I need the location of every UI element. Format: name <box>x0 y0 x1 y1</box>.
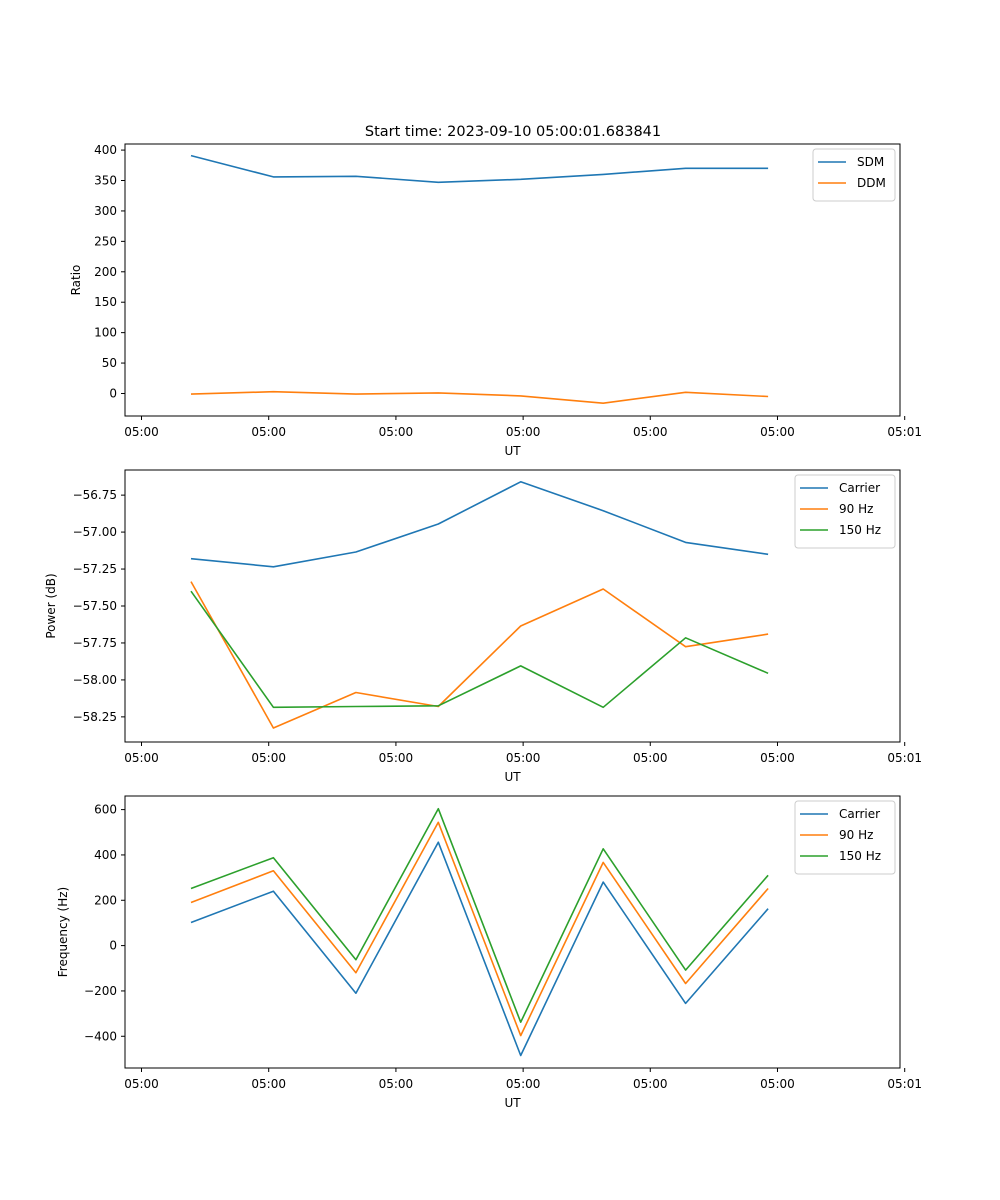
x-tick-label: 05:00 <box>760 1077 795 1091</box>
y-axis-label: Power (dB) <box>44 573 58 638</box>
legend-label: 150 Hz <box>839 849 881 863</box>
x-tick-label: 05:00 <box>251 425 286 439</box>
x-tick-label: 05:01 <box>887 1077 922 1091</box>
y-tick-label: −200 <box>84 984 117 998</box>
x-tick-label: 05:01 <box>887 751 922 765</box>
y-tick-label: 250 <box>94 234 117 248</box>
y-axis-label: Frequency (Hz) <box>56 887 70 978</box>
y-axis-label: Ratio <box>69 265 83 296</box>
legend-label: Carrier <box>839 807 880 821</box>
x-tick-label: 05:01 <box>887 425 922 439</box>
figure-title: Start time: 2023-09-10 05:00:01.683841 <box>365 124 661 140</box>
x-axis-label: UT <box>504 770 521 784</box>
y-tick-label: −400 <box>84 1029 117 1043</box>
legend-label: DDM <box>857 176 886 190</box>
x-tick-label: 05:00 <box>506 751 541 765</box>
y-tick-label: 0 <box>109 939 117 953</box>
y-tick-label: 150 <box>94 295 117 309</box>
y-tick-label: −58.00 <box>73 673 117 687</box>
y-tick-label: 0 <box>109 386 117 400</box>
y-tick-label: −57.75 <box>73 636 117 650</box>
y-tick-label: 200 <box>94 893 117 907</box>
x-tick-label: 05:00 <box>506 1077 541 1091</box>
y-tick-label: −57.25 <box>73 562 117 576</box>
y-tick-label: 50 <box>102 356 117 370</box>
panel-frequency: 05:00 05:00 05:00 05:00 05:00 05:00 05:01 −400 −… <box>56 795 922 1110</box>
x-tick-label: 05:00 <box>124 425 159 439</box>
x-tick-label: 05:00 <box>633 1077 668 1091</box>
legend-label: 90 Hz <box>839 828 873 842</box>
legend: SDM DDM <box>812 148 896 202</box>
y-tick-label: 350 <box>94 174 117 188</box>
x-tick-label: 05:00 <box>251 1077 286 1091</box>
y-tick-label: 400 <box>94 848 117 862</box>
x-tick-label: 05:00 <box>760 425 795 439</box>
legend-label: 150 Hz <box>839 523 881 537</box>
series-line-ddm <box>190 390 769 405</box>
y-tick-label: −57.50 <box>73 599 117 613</box>
panel-power: 05:00 05:00 05:00 05:00 05:00 05:00 05:01 −58.2… <box>44 469 922 784</box>
y-tick-label: 300 <box>94 204 117 218</box>
y-tick-label: 600 <box>94 803 117 817</box>
series-line-sdm <box>190 154 769 184</box>
plot-frame <box>124 795 901 1069</box>
legend-label: 90 Hz <box>839 502 873 516</box>
x-tick-label: 05:00 <box>124 751 159 765</box>
y-tick-label: −57.00 <box>73 525 117 539</box>
legend: Carrier 90 Hz 150 Hz <box>794 474 896 549</box>
panel-ratio: 05:00 05:00 05:00 05:00 05:00 05:00 05:01 0 50 10… <box>69 143 922 458</box>
y-tick-label: 100 <box>94 326 117 340</box>
x-tick-label: 05:00 <box>506 425 541 439</box>
x-tick-label: 05:00 <box>379 425 414 439</box>
x-tick-label: 05:00 <box>633 751 668 765</box>
y-tick-label: −58.25 <box>73 710 117 724</box>
legend-label: Carrier <box>839 481 880 495</box>
legend: Carrier 90 Hz 150 Hz <box>794 800 896 875</box>
series-line-150-hz <box>190 590 769 709</box>
x-tick-label: 05:00 <box>633 425 668 439</box>
y-tick-label: 400 <box>94 143 117 157</box>
legend-label: SDM <box>857 155 884 169</box>
series-line-90-hz <box>190 581 769 729</box>
plot-frame <box>124 143 901 417</box>
series-line-90-hz <box>190 821 769 1037</box>
x-axis-label: UT <box>504 1096 521 1110</box>
x-tick-label: 05:00 <box>760 751 795 765</box>
x-axis-label: UT <box>504 444 521 458</box>
series-line-carrier <box>190 841 769 1057</box>
y-tick-label: 200 <box>94 265 117 279</box>
plot-frame <box>124 469 901 743</box>
x-tick-label: 05:00 <box>379 751 414 765</box>
series-line-150-hz <box>190 807 769 1024</box>
x-tick-label: 05:00 <box>251 751 286 765</box>
series-line-carrier <box>190 480 769 568</box>
x-tick-label: 05:00 <box>124 1077 159 1091</box>
y-tick-label: −56.75 <box>73 488 117 502</box>
x-tick-label: 05:00 <box>379 1077 414 1091</box>
